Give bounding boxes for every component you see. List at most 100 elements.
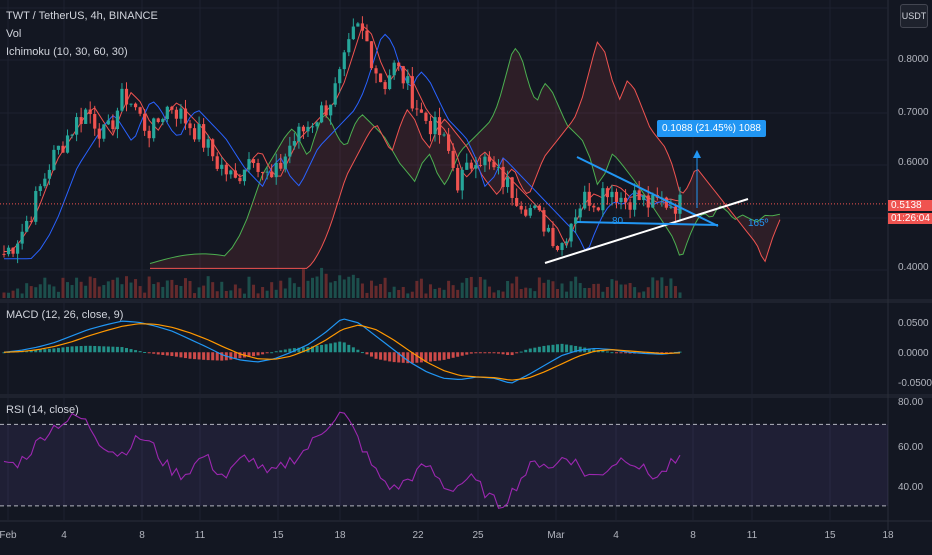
volume-bar: [252, 284, 256, 298]
volume-bar: [283, 288, 287, 298]
ichimoku-span-b: [150, 41, 781, 269]
candle-body: [206, 139, 210, 148]
volume-bar: [311, 277, 315, 298]
volume-bar: [379, 284, 383, 298]
candle-body: [469, 162, 473, 169]
macd-histogram-bar: [356, 349, 360, 353]
volume-bar: [374, 285, 378, 298]
volume-bar: [528, 288, 532, 298]
candle-body: [342, 52, 346, 70]
macd-histogram-bar: [283, 349, 287, 353]
macd-histogram-bar: [52, 348, 56, 353]
volume-bar: [183, 278, 187, 298]
macd-histogram-bar: [587, 348, 591, 353]
macd-histogram-bar: [342, 342, 346, 353]
macd-histogram-bar: [179, 352, 183, 358]
volume-bar: [456, 289, 460, 298]
macd-histogram-bar: [156, 352, 160, 355]
macd-histogram-bar: [43, 349, 47, 353]
volume-bar: [270, 282, 274, 298]
volume-bar: [660, 277, 664, 298]
volume-bar: [56, 291, 60, 298]
volume-bar: [229, 290, 233, 298]
macd-histogram-bar: [379, 352, 383, 360]
macd-tick: -0.0500: [898, 378, 932, 389]
candle-body: [152, 118, 156, 139]
volume-bar: [274, 289, 278, 298]
macd-histogram-bar: [556, 344, 560, 353]
candle-body: [401, 66, 405, 84]
candle-body: [419, 109, 423, 113]
volume-bar: [619, 284, 623, 298]
candle-body: [433, 117, 437, 135]
currency-button[interactable]: USDT: [900, 4, 928, 28]
x-tick: Feb: [0, 530, 17, 541]
candle-body: [410, 76, 414, 109]
candle-body: [614, 191, 619, 202]
candle-body: [415, 108, 419, 110]
candle-body: [183, 108, 188, 124]
volume-bar: [197, 287, 201, 298]
candle-body: [179, 108, 183, 119]
volume-bar: [515, 276, 519, 298]
macd-histogram-bar: [533, 347, 537, 353]
volume-bar: [406, 293, 410, 298]
volume-bar: [124, 276, 128, 298]
candle-body: [447, 134, 451, 151]
candle-body: [43, 178, 47, 187]
macd-histogram-bar: [501, 352, 505, 355]
volume-bar: [93, 278, 97, 298]
macd-histogram-bar: [592, 349, 596, 353]
candle-body: [505, 177, 510, 188]
volume-bar: [11, 290, 15, 298]
macd-histogram-bar: [324, 344, 328, 353]
volume-bar: [120, 284, 124, 298]
macd-histogram-bar: [38, 349, 42, 353]
candle-body: [465, 162, 469, 170]
volume-bar: [410, 291, 414, 298]
macd-histogram-bar: [161, 352, 165, 355]
rsi-line: [3, 411, 681, 509]
volume-bar: [333, 281, 337, 298]
macd-histogram-bar: [165, 352, 169, 356]
candle-body: [492, 161, 496, 168]
macd-histogram-bar: [79, 346, 83, 353]
macd-legend[interactable]: MACD (12, 26, close, 9): [6, 309, 124, 321]
volume-bar: [351, 274, 355, 298]
candle-body: [192, 128, 197, 140]
candle-body: [356, 23, 360, 27]
candle-body: [52, 149, 56, 170]
candle-body: [11, 247, 15, 254]
volume-bar: [624, 284, 628, 298]
x-tick: 8: [139, 530, 145, 541]
macd-histogram-bar: [70, 346, 74, 353]
volume-bar: [88, 276, 92, 298]
volume-legend[interactable]: Vol: [6, 28, 22, 40]
volume-bar: [174, 284, 178, 298]
candle-body: [533, 205, 537, 208]
volume-bar: [438, 287, 442, 298]
symbol-legend[interactable]: TWT / TetherUS, 4h, BINANCE: [6, 10, 158, 22]
volume-bar: [38, 284, 42, 298]
candle-body: [329, 104, 333, 116]
candle-body: [678, 194, 682, 214]
price-tick: 0.4000: [898, 262, 929, 273]
candle-body: [247, 159, 251, 170]
macd-histogram-bar: [601, 350, 605, 353]
volume-bar: [306, 280, 310, 298]
macd-histogram-bar: [265, 352, 269, 354]
macd-histogram-bar: [483, 352, 487, 354]
x-tick: 25: [472, 530, 484, 541]
macd-histogram-bar: [519, 351, 523, 353]
ichimoku-legend[interactable]: Ichimoku (10, 30, 60, 30): [6, 46, 128, 58]
volume-bar: [556, 289, 560, 298]
rsi-legend[interactable]: RSI (14, close): [6, 404, 79, 416]
volume-bar: [419, 278, 423, 298]
volume-bar: [106, 281, 110, 298]
candle-body: [392, 62, 396, 76]
volume-bar: [211, 282, 215, 298]
volume-bar: [424, 293, 428, 298]
volume-bar: [442, 289, 446, 298]
